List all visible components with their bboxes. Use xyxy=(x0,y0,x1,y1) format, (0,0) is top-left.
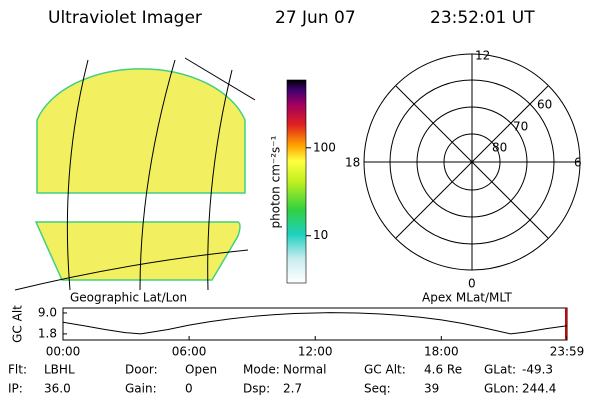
colorbar-label: photon cm⁻²s⁻¹ xyxy=(269,135,283,228)
field-label: Flt: xyxy=(8,363,27,377)
time: 23:52:01 UT xyxy=(430,8,535,28)
x-tick-label: 18:00 xyxy=(424,345,459,359)
y-tick-label: 9.0 xyxy=(38,305,57,319)
colorbar xyxy=(286,79,307,284)
date: 27 Jun 07 xyxy=(275,8,356,28)
y-tick-label: 1.8 xyxy=(38,326,57,340)
field-label: Mode: xyxy=(243,363,280,377)
field-value: LBHL xyxy=(44,363,75,377)
field-label: GC Alt: xyxy=(364,363,406,377)
mlat-label: 60 xyxy=(537,98,552,112)
field-label: IP: xyxy=(8,382,23,396)
field-value: 36.0 xyxy=(44,382,71,396)
field-label: Gain: xyxy=(125,382,157,396)
polar-label: Apex MLat/MLT xyxy=(422,291,512,305)
field-value: 4.6 Re xyxy=(424,363,462,377)
x-tick-label: 23:59 xyxy=(550,345,585,359)
x-tick-label: 06:00 xyxy=(172,345,207,359)
altitude-line xyxy=(62,312,568,335)
field-label: GLat: xyxy=(484,363,516,377)
field-value: 2.7 xyxy=(283,382,302,396)
geo-image xyxy=(14,57,256,291)
title: Ultraviolet Imager xyxy=(48,8,202,28)
mlt-label: 18 xyxy=(345,156,360,170)
field-value: Open xyxy=(185,363,217,377)
mlat-label: 70 xyxy=(513,120,528,134)
colorbar-tick-label: 100 xyxy=(313,140,336,154)
x-tick-label: 12:00 xyxy=(298,345,333,359)
field-label: Seq: xyxy=(364,382,391,396)
mlat-label: 80 xyxy=(492,141,507,155)
mlt-label: 12 xyxy=(475,49,490,63)
field-label: Door: xyxy=(125,363,158,377)
field-value: 39 xyxy=(424,382,439,396)
field-value: -49.3 xyxy=(522,363,553,377)
y-label: GC Alt xyxy=(11,305,25,343)
field-label: GLon: xyxy=(484,382,519,396)
field-label: Dsp: xyxy=(243,382,270,396)
mlt-label: 6 xyxy=(574,156,582,170)
mlt-label: 0 xyxy=(468,277,476,291)
colorbar-tick-label: 10 xyxy=(313,228,328,242)
field-value: 244.4 xyxy=(522,382,556,396)
geo-label: Geographic Lat/Lon xyxy=(70,291,187,305)
x-tick-label: 00:00 xyxy=(46,345,81,359)
polar-grid xyxy=(363,53,581,271)
field-value: Normal xyxy=(283,363,326,377)
field-value: 0 xyxy=(185,382,193,396)
